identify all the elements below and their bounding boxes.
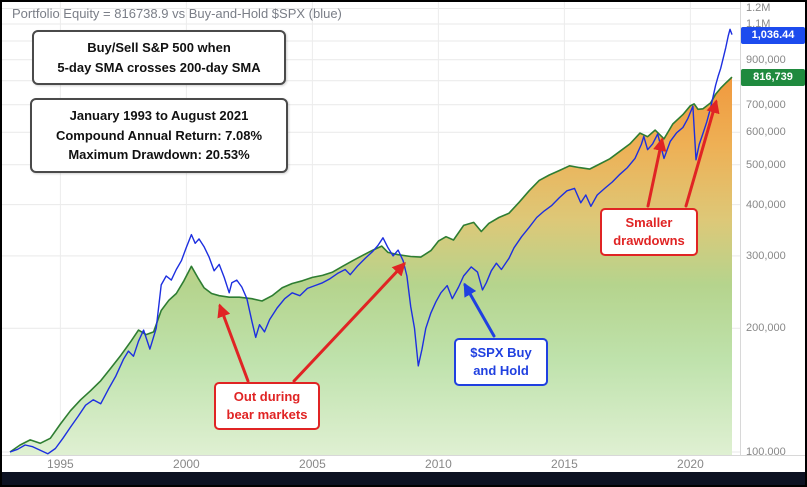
year-tick-label: 2010 — [425, 457, 452, 471]
year-tick-label: 2015 — [551, 457, 578, 471]
year-tick-label: 2005 — [299, 457, 326, 471]
arrow-smaller-drawdown-2 — [684, 99, 720, 208]
strategy-note: Buy/Sell S&P 500 when 5-day SMA crosses … — [32, 30, 286, 85]
smaller-drawdowns-label: Smaller drawdowns — [600, 208, 698, 257]
price-tick-label: 600,000 — [746, 126, 786, 139]
portfolio-price-badge: 816,739 — [741, 69, 805, 87]
strategy-note-line2: 5-day SMA crosses 200-day SMA — [57, 59, 261, 75]
stats-note: January 1993 to August 2021 Compound Ann… — [30, 98, 288, 173]
year-tick-label: 1995 — [47, 457, 74, 471]
spx-buy-and-hold-label: $SPX Buy and Hold — [454, 338, 548, 387]
portfolio-equity-line — [9, 76, 733, 453]
price-axis[interactable]: 1,036.44 816,739 1.2M1.1M900,000800,0007… — [740, 2, 805, 458]
spx-label-line2: and Hold — [473, 363, 529, 379]
price-tick-label: 300,000 — [746, 249, 786, 262]
spx-label-line1: $SPX Buy — [470, 345, 532, 360]
arrow-out-bear-2001 — [217, 303, 250, 383]
price-tick-label: 1.2M — [746, 2, 771, 15]
out-during-bear-markets-label: Out during bear markets — [214, 382, 320, 431]
price-tick-label: 200,000 — [746, 322, 786, 335]
year-tick-label: 2000 — [173, 457, 200, 471]
arrow-out-bear-2008 — [292, 262, 406, 383]
stats-note-line1: January 1993 to August 2021 — [69, 108, 249, 123]
out-label-line2: bear markets — [226, 407, 308, 423]
spx-price-badge: 1,036.44 — [741, 26, 805, 44]
time-axis[interactable]: 1995 2000 2005 2010 2015 2020 — [2, 455, 805, 472]
year-tick-label: 2020 — [677, 457, 704, 471]
price-tick-label: 400,000 — [746, 198, 786, 211]
spx-buy-hold-line — [9, 28, 733, 455]
bottom-toolbar — [2, 472, 805, 485]
price-tick-label: 500,000 — [746, 158, 786, 171]
smaller-label-line1: Smaller — [625, 215, 673, 230]
out-label-line1: Out during — [233, 389, 301, 404]
stats-note-line3: Maximum Drawdown: 20.53% — [68, 147, 250, 162]
price-tick-label: 700,000 — [746, 98, 786, 111]
portfolio-equity-area — [10, 77, 732, 455]
stats-note-line2: Compound Annual Return: 7.08% — [55, 127, 263, 143]
arrow-smaller-drawdown-1 — [646, 137, 667, 208]
chart-title: Portfolio Equity = 816738.9 vs Buy-and-H… — [12, 6, 342, 21]
strategy-note-line1: Buy/Sell S&P 500 when — [87, 40, 231, 55]
smaller-label-line2: drawdowns — [613, 233, 685, 249]
arrow-spx-buy-hold — [463, 282, 496, 338]
price-tick-label: 900,000 — [746, 53, 786, 66]
